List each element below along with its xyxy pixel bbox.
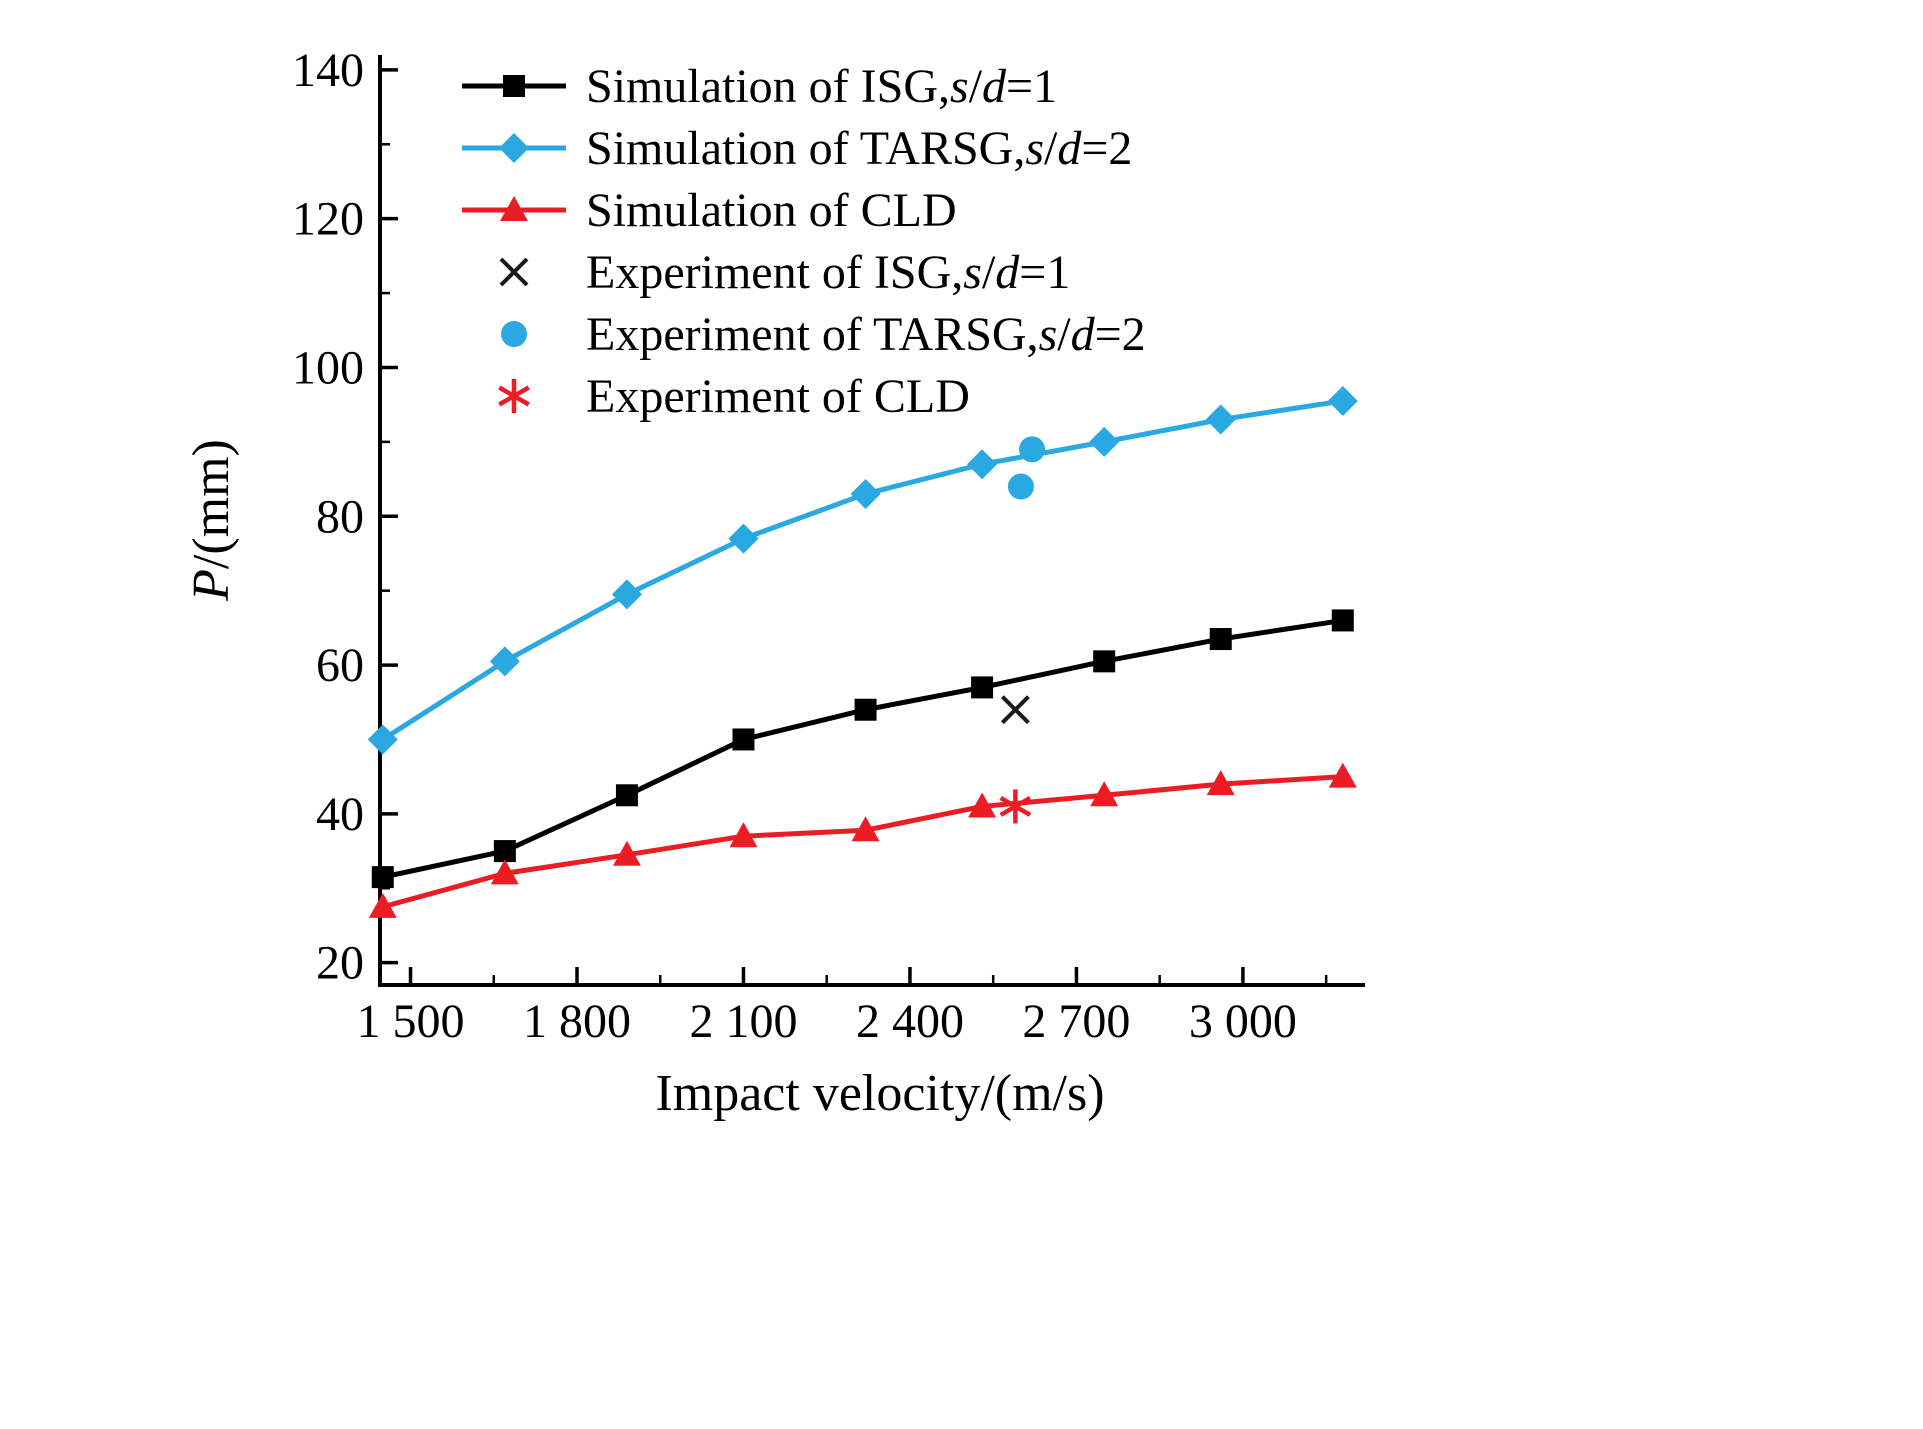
data-point-marker <box>851 816 880 842</box>
data-point-marker <box>971 676 994 699</box>
data-point-marker <box>615 784 638 807</box>
series-square <box>371 609 1354 889</box>
legend-cross-icon <box>499 257 529 287</box>
legend-label: Simulation of ISG,s/d=1 <box>586 60 1057 113</box>
data-point-marker <box>728 523 759 554</box>
series-line-1 <box>380 398 1346 742</box>
legend-label: Experiment of TARSG,s/d=2 <box>586 308 1146 361</box>
legend-entry: Experiment of ISG,s/d=1 <box>499 246 1070 299</box>
data-point-marker <box>367 724 398 755</box>
data-point-marker <box>729 822 758 848</box>
x-tick-label: 2 400 <box>856 995 964 1048</box>
x-axis-label: Impact velocity/(m/s) <box>655 1065 1104 1122</box>
legend-asterisk-icon <box>498 379 530 413</box>
legend: Simulation of ISG,s/d=1 Simulation of TAR… <box>462 60 1146 423</box>
y-tick-label: 120 <box>292 193 364 246</box>
x-tick-label: 2 100 <box>689 995 797 1048</box>
x-tick-label: 3 000 <box>1189 995 1297 1048</box>
data-point-marker <box>1331 609 1354 632</box>
series-triangle <box>368 762 1357 918</box>
experiment-asterisk <box>999 789 1032 824</box>
data-point-marker <box>611 579 642 610</box>
data-point-marker <box>368 892 397 918</box>
data-point-marker <box>1327 385 1358 416</box>
data-point-marker <box>854 698 877 721</box>
data-point-marker <box>732 728 755 751</box>
experiment-point-marker <box>1000 695 1030 725</box>
x-tick-label: 1 800 <box>523 995 631 1048</box>
y-tick-label: 100 <box>292 341 364 394</box>
legend-triangle-icon <box>500 196 528 221</box>
y-tick-label: 40 <box>316 788 364 841</box>
legend-circle-icon <box>501 321 527 347</box>
experiment-circle <box>1007 436 1046 500</box>
experiment-point-marker <box>999 789 1032 824</box>
legend-entry: Simulation of ISG,s/d=1 <box>462 60 1057 113</box>
data-point-marker <box>371 866 394 889</box>
legend-label: Simulation of TARSG,s/d=2 <box>586 122 1132 175</box>
experiment-point-marker <box>1007 473 1034 500</box>
data-point-marker <box>489 646 520 677</box>
data-point-marker <box>1205 404 1236 435</box>
data-point-marker <box>493 840 516 863</box>
experiment-point-marker <box>1019 436 1046 463</box>
legend-label: Simulation of CLD <box>586 184 957 237</box>
legend-square-icon <box>503 75 525 97</box>
series-diamond <box>367 385 1358 755</box>
legend-entry: Simulation of TARSG,s/d=2 <box>462 122 1132 175</box>
legend-entry: Simulation of CLD <box>462 184 957 237</box>
data-point-marker <box>968 792 997 818</box>
legend-entry: Experiment of CLD <box>498 370 970 423</box>
legend-entry: Experiment of TARSG,s/d=2 <box>501 308 1146 361</box>
experiment-cross <box>1000 695 1030 725</box>
x-tick-label: 1 500 <box>357 995 465 1048</box>
data-point-marker <box>490 859 519 885</box>
data-point-marker <box>612 840 641 866</box>
data-point-marker <box>850 478 881 509</box>
data-point-marker <box>1209 628 1232 651</box>
legend-label: Experiment of CLD <box>586 370 970 423</box>
x-tick-label: 2 700 <box>1022 995 1130 1048</box>
data-point-marker <box>1090 781 1119 807</box>
data-point-marker <box>1328 762 1357 788</box>
legend-label: Experiment of ISG,s/d=1 <box>586 246 1070 299</box>
data-point-marker <box>967 449 998 480</box>
y-axis-label: P/(mm) <box>183 439 240 602</box>
y-tick-label: 140 <box>292 44 364 97</box>
data-point-marker <box>1206 770 1235 796</box>
axes: 1 500 1 800 2 100 2 400 2 700 3 000 20 40 60 80 10… <box>292 44 1365 1048</box>
y-tick-label: 80 <box>316 490 364 543</box>
legend-diamond-icon <box>499 133 529 163</box>
y-tick-label: 20 <box>316 937 364 990</box>
y-tick-label: 60 <box>316 639 364 692</box>
data-point-marker <box>1093 650 1116 673</box>
data-point-marker <box>1089 426 1120 457</box>
